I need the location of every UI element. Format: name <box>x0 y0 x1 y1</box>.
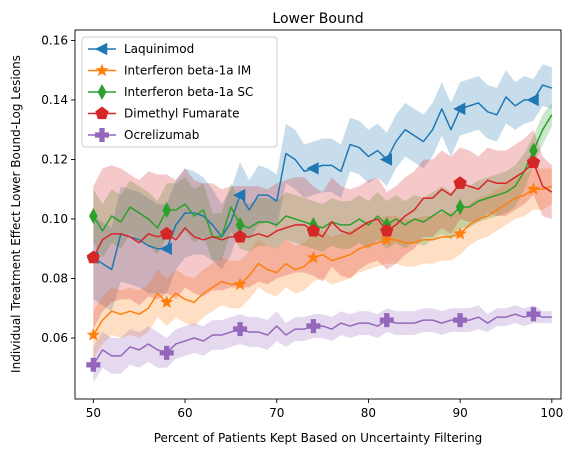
interferon-beta-1a-im-line <box>92 185 553 336</box>
interferon-beta-1a-im-marker <box>160 295 174 308</box>
x-tick-label: 70 <box>269 406 284 420</box>
laquinimod-marker <box>526 93 539 107</box>
laquinimod-marker <box>306 162 319 175</box>
interferon-beta-1a-im-band <box>93 168 552 359</box>
legend: Laquinimod Interferon beta-1a IM Interfero… <box>81 36 278 148</box>
legend-marker-dimethyl-fumarate <box>95 106 109 120</box>
interferon-beta-1a-sc-marker <box>162 201 172 219</box>
interferon-beta-1a-sc-marker <box>529 142 538 159</box>
x-tick-label: 100 <box>540 406 563 420</box>
y-tick-label: 0.08 <box>41 271 68 285</box>
legend-label-laquinimod: Laquinimod <box>124 42 194 56</box>
interferon-beta-1a-im-marker <box>86 328 100 341</box>
y-axis-label: Individual Treatment Effect Lower Bound-… <box>9 55 23 373</box>
y-tick-label: 0.10 <box>41 212 68 226</box>
legend-marker-ocrelizumab <box>95 128 109 142</box>
x-axis-ticks: 50 60 70 80 90 100 <box>86 399 563 420</box>
ocrelizumab-marker <box>453 313 468 328</box>
interferon-beta-1a-im-marker <box>526 182 541 195</box>
dimethyl-fumarate-marker <box>160 226 174 240</box>
y-tick-label: 0.12 <box>41 152 68 166</box>
y-tick-label: 0.16 <box>41 33 68 47</box>
dimethyl-fumarate-marker <box>526 155 541 169</box>
dimethyl-fumarate-marker <box>453 176 467 189</box>
ocrelizumab-marker <box>86 357 101 372</box>
interferon-beta-1a-im-marker <box>453 226 467 240</box>
laquinimod-line <box>92 84 553 271</box>
series-markers <box>86 93 541 372</box>
dimethyl-fumarate-band <box>93 129 552 330</box>
ocrelizumab-marker <box>379 313 394 328</box>
ocrelizumab-marker <box>306 319 321 334</box>
dimethyl-fumarate-marker <box>306 223 321 237</box>
legend-marker-interferon-beta-1a-im <box>95 63 109 77</box>
legend-marker-interferon-beta-1a-sc <box>97 83 107 101</box>
y-tick-label: 0.14 <box>41 93 68 107</box>
plot-frame <box>74 29 562 400</box>
x-axis-label: Percent of Patients Kept Based on Uncert… <box>154 431 483 445</box>
laquinimod-band <box>93 64 552 312</box>
legend-label-interferon-beta-1a-im: Interferon beta-1a IM <box>124 64 251 78</box>
ocrelizumab-marker <box>233 322 248 337</box>
dimethyl-fumarate-marker <box>86 250 100 264</box>
interferon-beta-1a-im-marker <box>380 232 394 246</box>
legend-label-dimethyl-fumarate: Dimethyl Fumarate <box>124 107 239 121</box>
laquinimod-marker <box>159 242 172 256</box>
x-tick-label: 50 <box>86 406 101 420</box>
y-axis-ticks: 0.06 0.08 0.10 0.12 0.14 0.16 <box>41 33 75 345</box>
ocrelizumab-band <box>93 305 552 383</box>
dimethyl-fumarate-marker <box>233 229 247 243</box>
chart-title: Lower Bound <box>272 11 363 27</box>
interferon-beta-1a-sc-marker <box>235 216 245 233</box>
laquinimod-marker <box>379 153 393 166</box>
x-tick-label: 60 <box>177 406 192 420</box>
ocrelizumab-marker <box>526 307 541 322</box>
interferon-beta-1a-im-marker <box>306 250 321 264</box>
interferon-beta-1a-sc-marker <box>88 207 98 225</box>
interferon-beta-1a-im-marker <box>233 277 247 291</box>
x-tick-label: 90 <box>452 406 467 420</box>
ocrelizumab-marker <box>159 345 174 360</box>
x-tick-label: 80 <box>361 406 376 420</box>
legend-label-interferon-beta-1a-sc: Interferon beta-1a SC <box>124 85 253 99</box>
dimethyl-fumarate-marker <box>380 223 394 237</box>
laquinimod-marker <box>233 188 246 202</box>
legend-box <box>81 36 278 148</box>
ocrelizumab-line <box>92 313 552 366</box>
laquinimod-marker <box>453 102 466 116</box>
legend-label-ocrelizumab: Ocrelizumab <box>124 128 199 142</box>
y-tick-label: 0.06 <box>41 331 68 345</box>
interferon-beta-1a-sc-marker <box>455 199 465 216</box>
legend-marker-laquinimod <box>95 42 108 56</box>
